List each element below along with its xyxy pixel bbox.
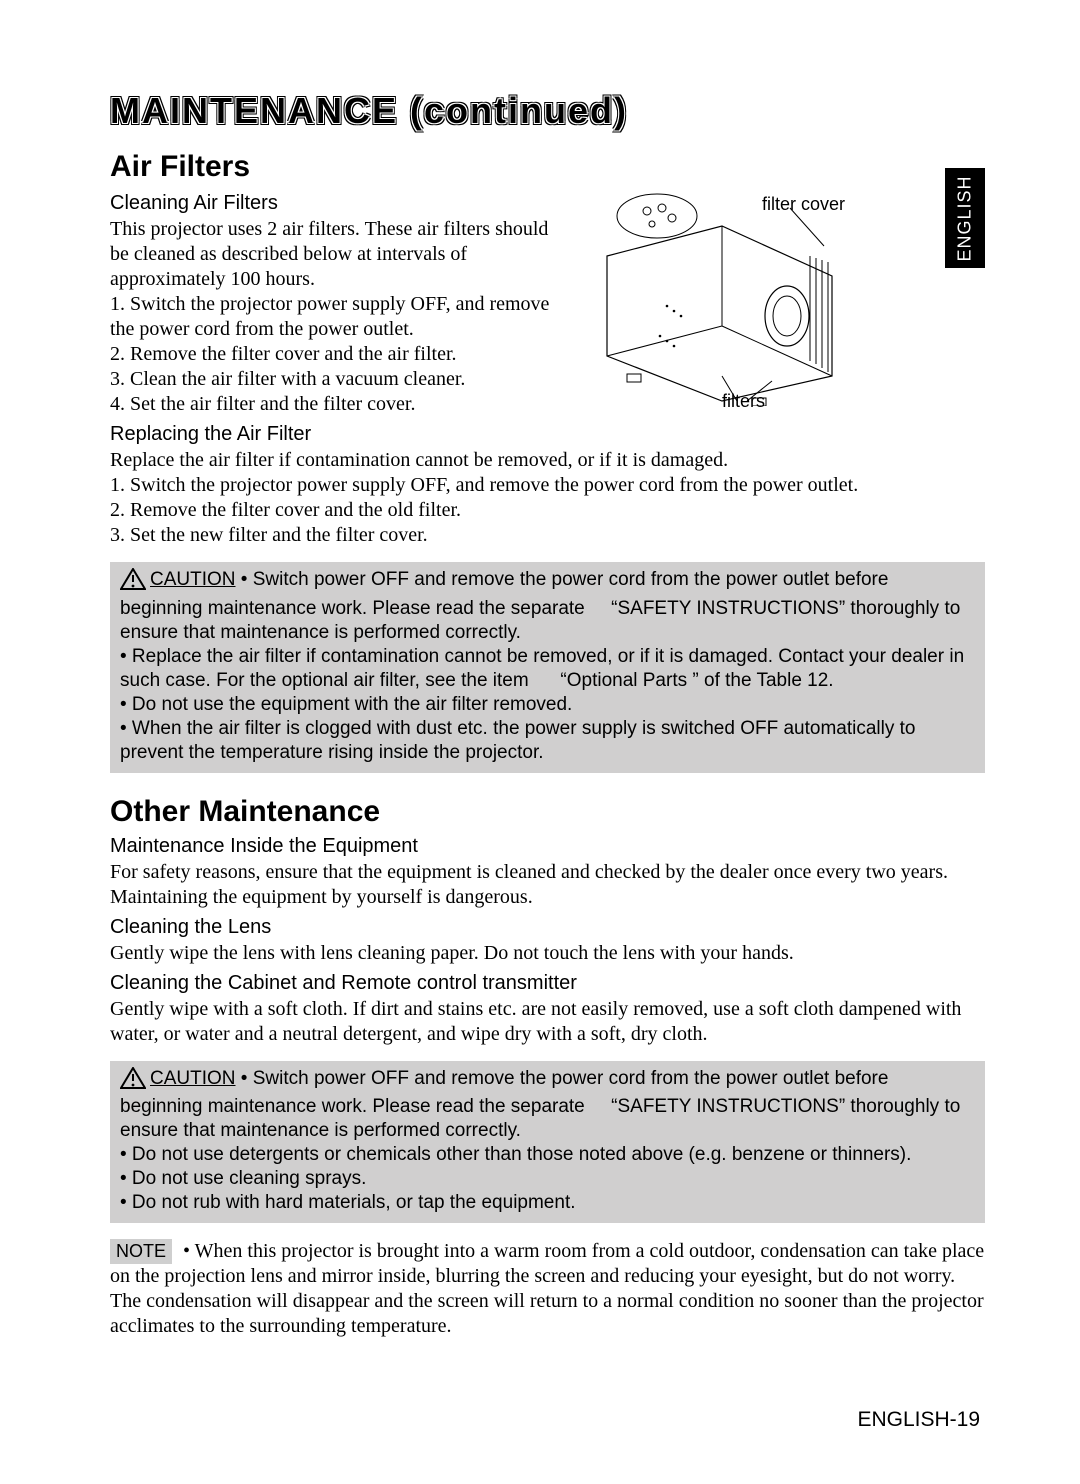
cleaning-heading: Cleaning Air Filters	[110, 192, 560, 215]
caution1-line4: • When the air filter is clogged with du…	[120, 718, 916, 763]
section-other: Other Maintenance	[110, 795, 985, 829]
note-block: NOTE • When this projector is brought in…	[110, 1239, 985, 1339]
replacing-heading: Replacing the Air Filter	[110, 423, 985, 446]
projector-diagram: filter cover filters	[572, 186, 985, 406]
caution-box-1: CAUTION • Switch power OFF and remove th…	[110, 562, 985, 773]
inside-text: For safety reasons, ensure that the equi…	[110, 860, 985, 910]
lens-text: Gently wipe the lens with lens cleaning …	[110, 941, 985, 966]
note-badge: NOTE	[110, 1239, 172, 1264]
replacing-step1: 1. Switch the projector power supply OFF…	[110, 473, 985, 498]
projector-svg	[572, 186, 872, 406]
warning-icon	[120, 568, 146, 597]
caution1-line2a: • Replace the air filter if contaminatio…	[120, 646, 964, 691]
lens-heading: Cleaning the Lens	[110, 916, 985, 939]
cabinet-text: Gently wipe with a soft cloth. If dirt a…	[110, 997, 985, 1047]
note-text: • When this projector is brought into a …	[110, 1240, 984, 1337]
replacing-step3: 3. Set the new filter and the filter cov…	[110, 523, 985, 548]
caution-box-2: CAUTION • Switch power OFF and remove th…	[110, 1061, 985, 1224]
caution2-line4: • Do not rub with hard materials, or tap…	[120, 1192, 576, 1213]
caution1-safety: “SAFETY INSTRUCTIONS”	[611, 598, 845, 619]
cleaning-step1: 1. Switch the projector power supply OFF…	[110, 292, 560, 342]
caution-label-1: CAUTION	[150, 569, 236, 590]
caution1-line3: • Do not use the equipment with the air …	[120, 694, 572, 715]
label-filters: filters	[722, 391, 765, 412]
cleaning-intro: This projector uses 2 air filters. These…	[110, 217, 560, 292]
page-number: ENGLISH-19	[857, 1408, 980, 1432]
caution-label-2: CAUTION	[150, 1068, 236, 1089]
replacing-intro: Replace the air filter if contamination …	[110, 448, 985, 473]
caution1-optional: “Optional Parts ”	[560, 670, 698, 691]
inside-heading: Maintenance Inside the Equipment	[110, 835, 985, 858]
cabinet-heading: Cleaning the Cabinet and Remote control …	[110, 972, 985, 995]
caution1-line2b: of the Table 12.	[699, 670, 834, 691]
cleaning-step3: 3. Clean the air filter with a vacuum cl…	[110, 367, 560, 392]
cleaning-step4: 4. Set the air filter and the filter cov…	[110, 392, 560, 417]
air-filters-row: Cleaning Air Filters This projector uses…	[110, 186, 985, 417]
label-filter-cover: filter cover	[762, 194, 845, 215]
replacing-step2: 2. Remove the filter cover and the old f…	[110, 498, 985, 523]
caution2-line3: • Do not use cleaning sprays.	[120, 1168, 366, 1189]
caution2-safety: “SAFETY INSTRUCTIONS”	[611, 1096, 845, 1117]
cleaning-step2: 2. Remove the filter cover and the air f…	[110, 342, 560, 367]
warning-icon	[120, 1067, 146, 1096]
caution2-line2: • Do not use detergents or chemicals oth…	[120, 1144, 911, 1165]
air-filters-left: Cleaning Air Filters This projector uses…	[110, 186, 560, 417]
section-air-filters: Air Filters	[110, 150, 985, 184]
page-title: MAINTENANCE (continued)	[110, 90, 985, 132]
